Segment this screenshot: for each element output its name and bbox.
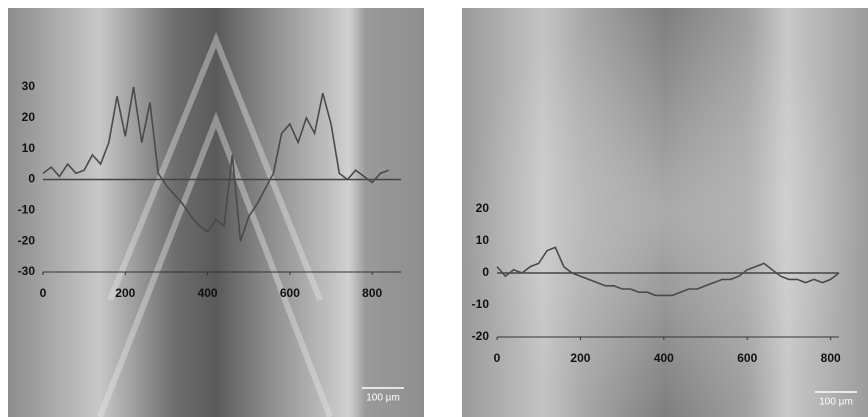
texture (462, 8, 868, 417)
x-tick-label: 200 (570, 351, 590, 365)
x-tick-label: 0 (40, 286, 47, 300)
profile-line (496, 246, 840, 297)
y-tick-label: 20 (476, 201, 490, 215)
x-tick-label: 0 (494, 351, 501, 365)
y-tick-label: -30 (18, 264, 36, 278)
x-tick-label: 400 (654, 351, 674, 365)
y-tick-label: 0 (28, 172, 35, 186)
x-tick-label: 400 (198, 286, 218, 300)
scale-bar-label: 100 µm (366, 393, 400, 404)
texture (97, 31, 333, 417)
y-tick-label: 30 (22, 79, 36, 93)
y-tick-label: 10 (22, 141, 36, 155)
x-tick-label: 200 (115, 286, 135, 300)
scale-bar-label: 100 µm (819, 397, 853, 408)
x-tick-label: 800 (362, 286, 382, 300)
y-tick-label: 10 (476, 233, 490, 247)
x-tick-label: 600 (737, 351, 757, 365)
y-tick-label: 0 (482, 265, 489, 279)
y-tick-label: -20 (18, 233, 36, 247)
x-tick-label: 600 (280, 286, 300, 300)
x-tick-label: 800 (821, 351, 841, 365)
profile-line (42, 86, 389, 242)
sem-image (8, 8, 424, 417)
y-tick-label: -10 (472, 297, 490, 311)
y-tick-label: -10 (18, 203, 36, 217)
y-tick-label: 20 (22, 110, 36, 124)
y-tick-label: -20 (472, 329, 490, 343)
